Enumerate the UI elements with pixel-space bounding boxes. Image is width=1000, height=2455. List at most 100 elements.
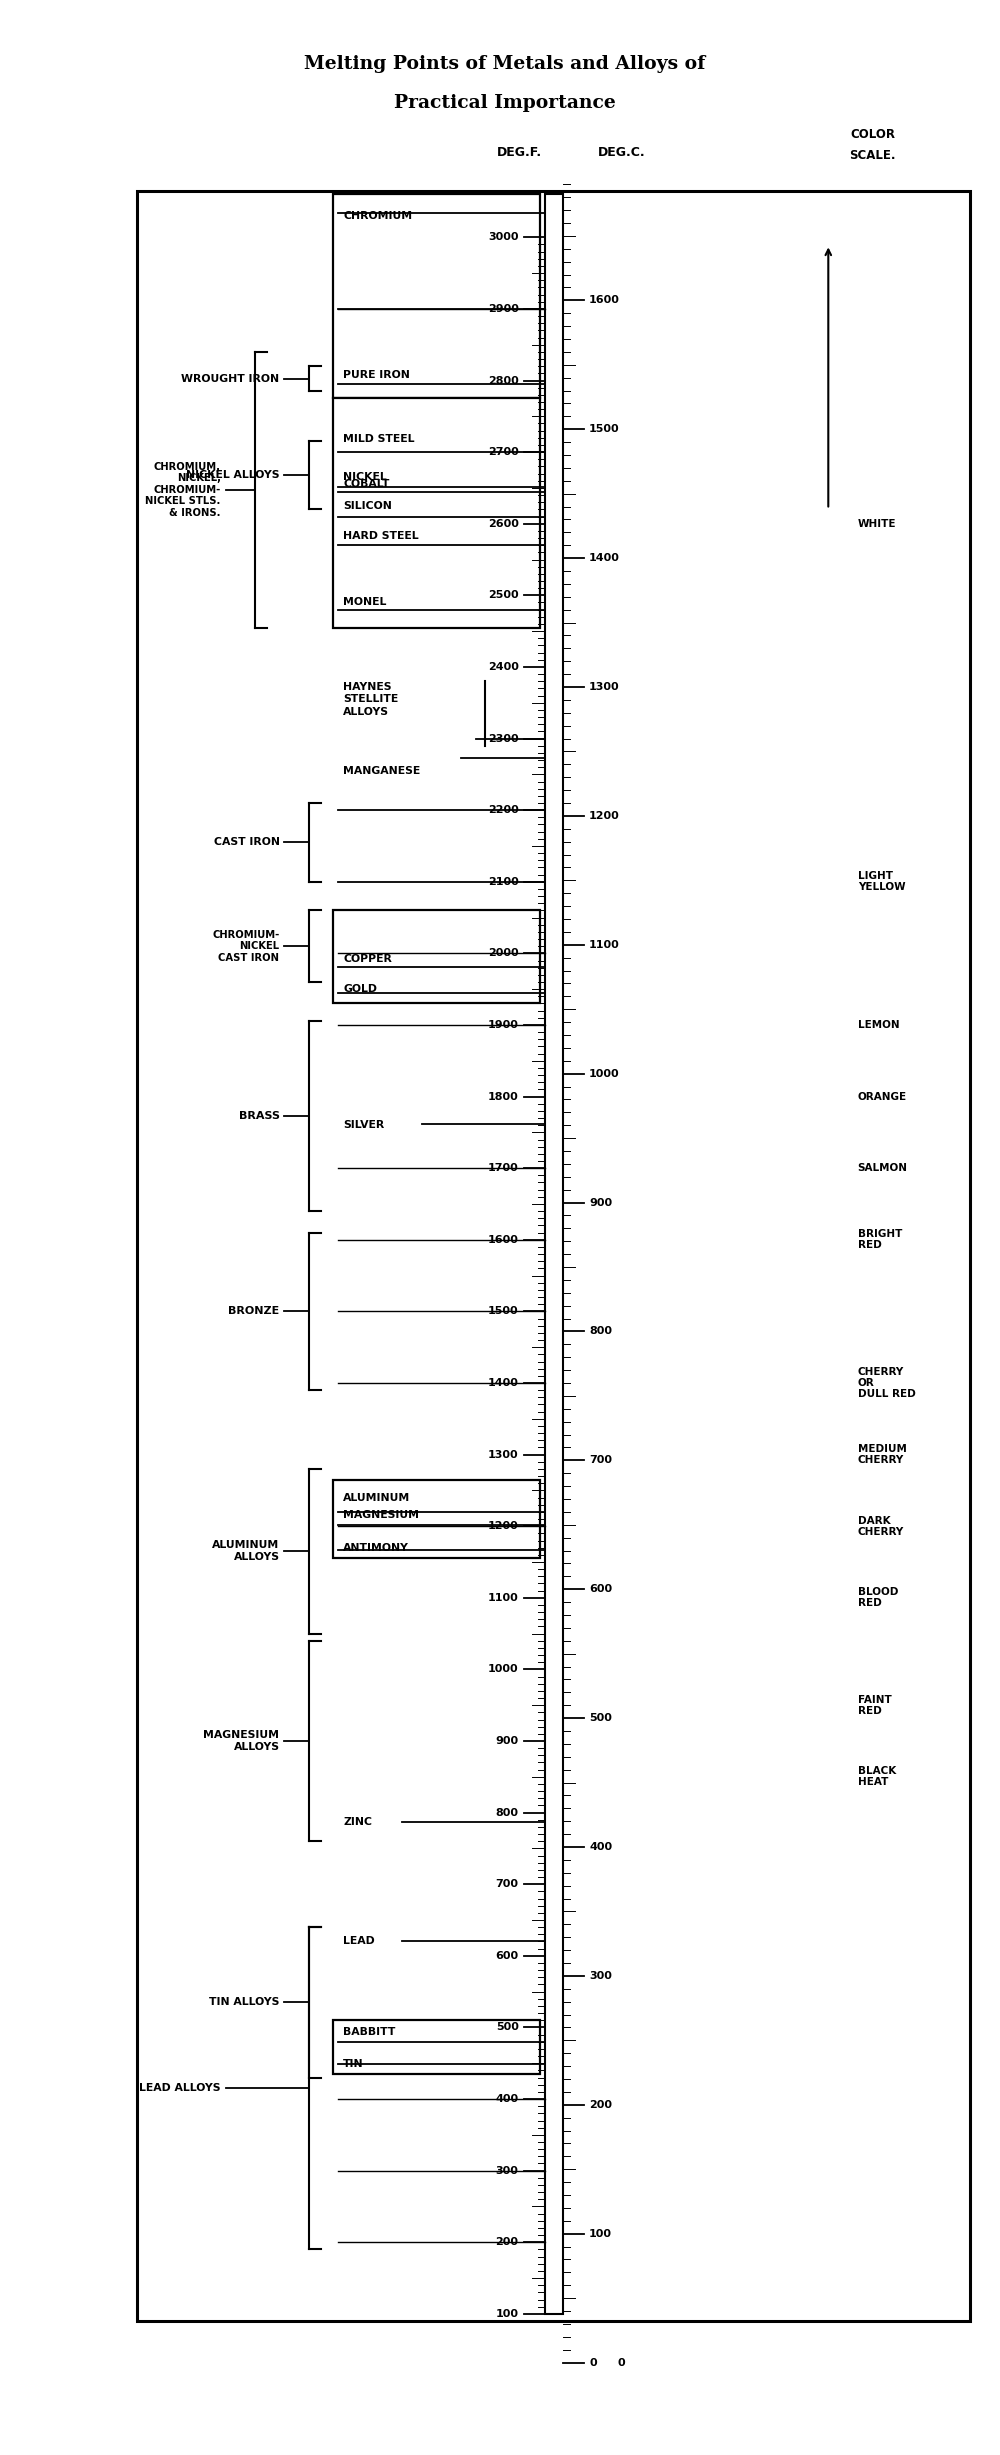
Text: BLOOD
RED: BLOOD RED [858, 1588, 898, 1608]
Text: 600: 600 [495, 1952, 519, 1962]
Text: ALUMINUM: ALUMINUM [343, 1493, 410, 1502]
Text: 900: 900 [495, 1736, 519, 1746]
Text: 2400: 2400 [488, 663, 519, 673]
Bar [333, 1480, 540, 1559]
Bar [333, 2020, 540, 2074]
Text: WHITE: WHITE [858, 518, 896, 528]
Text: MEDIUM
CHERRY: MEDIUM CHERRY [858, 1444, 907, 1466]
Text: DARK
CHERRY: DARK CHERRY [858, 1515, 904, 1537]
Text: 1200: 1200 [488, 1522, 519, 1532]
Text: 700: 700 [496, 1878, 519, 1890]
Text: 2100: 2100 [488, 876, 519, 886]
Text: CHROMIUM,
NICKEL,
CHROMIUM-
NICKEL STLS.
& IRONS.: CHROMIUM, NICKEL, CHROMIUM- NICKEL STLS.… [145, 462, 221, 518]
Text: 1100: 1100 [589, 940, 620, 950]
Text: WROUGHT IRON: WROUGHT IRON [181, 373, 280, 383]
Text: 0: 0 [618, 2357, 625, 2367]
Text: BABBITT: BABBITT [343, 2028, 396, 2038]
Bar [545, 194, 563, 2313]
Text: 700: 700 [589, 1456, 612, 1466]
Text: LEMON: LEMON [858, 1019, 899, 1031]
Text: CHROMIUM-
NICKEL
CAST IRON: CHROMIUM- NICKEL CAST IRON [212, 930, 280, 962]
Text: 2200: 2200 [488, 805, 519, 815]
Text: LEAD: LEAD [343, 1937, 375, 1947]
Bar [333, 398, 540, 628]
Text: 800: 800 [496, 1807, 519, 1817]
Text: 200: 200 [589, 2099, 612, 2109]
Text: FAINT
RED: FAINT RED [858, 1694, 891, 1716]
Text: CHERRY
OR
DULL RED: CHERRY OR DULL RED [858, 1367, 915, 1399]
Text: TIN: TIN [343, 2060, 364, 2070]
Text: 600: 600 [589, 1583, 612, 1593]
Text: 2600: 2600 [488, 518, 519, 528]
Text: 1500: 1500 [488, 1306, 519, 1316]
Text: BLACK
HEAT: BLACK HEAT [858, 1765, 896, 1787]
Text: NICKEL: NICKEL [343, 471, 387, 481]
Text: 1300: 1300 [488, 1448, 519, 1461]
Text: COPPER: COPPER [343, 955, 392, 965]
Text: Melting Points of Metals and Alloys of: Melting Points of Metals and Alloys of [304, 54, 706, 74]
Text: ANTIMONY: ANTIMONY [343, 1542, 409, 1552]
Text: CHROMIUM: CHROMIUM [343, 211, 412, 221]
Text: 500: 500 [589, 1714, 612, 1723]
Text: ALUMINUM
ALLOYS: ALUMINUM ALLOYS [212, 1539, 280, 1561]
Text: BRIGHT
RED: BRIGHT RED [858, 1230, 902, 1250]
Text: 1400: 1400 [589, 552, 620, 562]
Text: 1200: 1200 [589, 810, 620, 820]
Text: SALMON: SALMON [858, 1164, 908, 1173]
Text: 3000: 3000 [488, 233, 519, 243]
Text: 1600: 1600 [589, 295, 620, 304]
Text: TIN ALLOYS: TIN ALLOYS [209, 1998, 280, 2008]
Text: 2500: 2500 [488, 589, 519, 601]
Text: LEAD ALLOYS: LEAD ALLOYS [139, 2084, 221, 2094]
Text: 1900: 1900 [488, 1019, 519, 1031]
Text: 400: 400 [589, 1841, 612, 1851]
Text: 2800: 2800 [488, 376, 519, 385]
Text: 300: 300 [589, 1971, 612, 1981]
Text: 500: 500 [496, 2023, 519, 2033]
Text: 1300: 1300 [589, 682, 620, 692]
Bar [333, 194, 540, 398]
Text: HAYNES
STELLITE
ALLOYS: HAYNES STELLITE ALLOYS [343, 682, 398, 717]
Text: 400: 400 [495, 2094, 519, 2104]
Text: NICKEL ALLOYS: NICKEL ALLOYS [186, 471, 280, 481]
Text: 1600: 1600 [488, 1235, 519, 1245]
Text: 1500: 1500 [589, 425, 620, 435]
Text: 2700: 2700 [488, 447, 519, 457]
Text: SILICON: SILICON [343, 501, 392, 511]
Text: CAST IRON: CAST IRON [214, 837, 280, 847]
Text: COLOR: COLOR [850, 128, 895, 140]
Text: 1100: 1100 [488, 1593, 519, 1603]
Text: ORANGE: ORANGE [858, 1092, 907, 1102]
Text: 1000: 1000 [488, 1664, 519, 1674]
Text: 1000: 1000 [589, 1068, 620, 1078]
Text: BRONZE: BRONZE [228, 1306, 280, 1316]
Text: SCALE.: SCALE. [849, 150, 896, 162]
Text: MONEL: MONEL [343, 597, 387, 606]
Text: LIGHT
YELLOW: LIGHT YELLOW [858, 872, 905, 891]
Text: 2900: 2900 [488, 304, 519, 314]
Text: PURE IRON: PURE IRON [343, 371, 410, 381]
Text: DEG.C.: DEG.C. [598, 145, 645, 160]
FancyBboxPatch shape [137, 191, 970, 2320]
Text: MILD STEEL: MILD STEEL [343, 435, 415, 444]
Text: MAGNESIUM: MAGNESIUM [343, 1510, 419, 1520]
Text: BRASS: BRASS [239, 1112, 280, 1122]
Text: 1400: 1400 [488, 1377, 519, 1387]
Bar [333, 911, 540, 1004]
Text: 1700: 1700 [488, 1164, 519, 1173]
Text: 800: 800 [589, 1326, 612, 1336]
Text: 0: 0 [589, 2357, 597, 2367]
Text: MAGNESIUM
ALLOYS: MAGNESIUM ALLOYS [204, 1731, 280, 1753]
Text: GOLD: GOLD [343, 984, 377, 994]
Text: 300: 300 [496, 2165, 519, 2175]
Text: HARD STEEL: HARD STEEL [343, 530, 419, 540]
Text: 2000: 2000 [488, 948, 519, 957]
Text: 100: 100 [589, 2229, 612, 2239]
Text: SILVER: SILVER [343, 1119, 384, 1129]
Text: DEG.F.: DEG.F. [497, 145, 542, 160]
Text: COBALT: COBALT [343, 479, 390, 489]
Text: ZINC: ZINC [343, 1817, 372, 1827]
Text: MANGANESE: MANGANESE [343, 766, 420, 776]
Text: 1800: 1800 [488, 1092, 519, 1102]
Text: 2300: 2300 [488, 734, 519, 744]
